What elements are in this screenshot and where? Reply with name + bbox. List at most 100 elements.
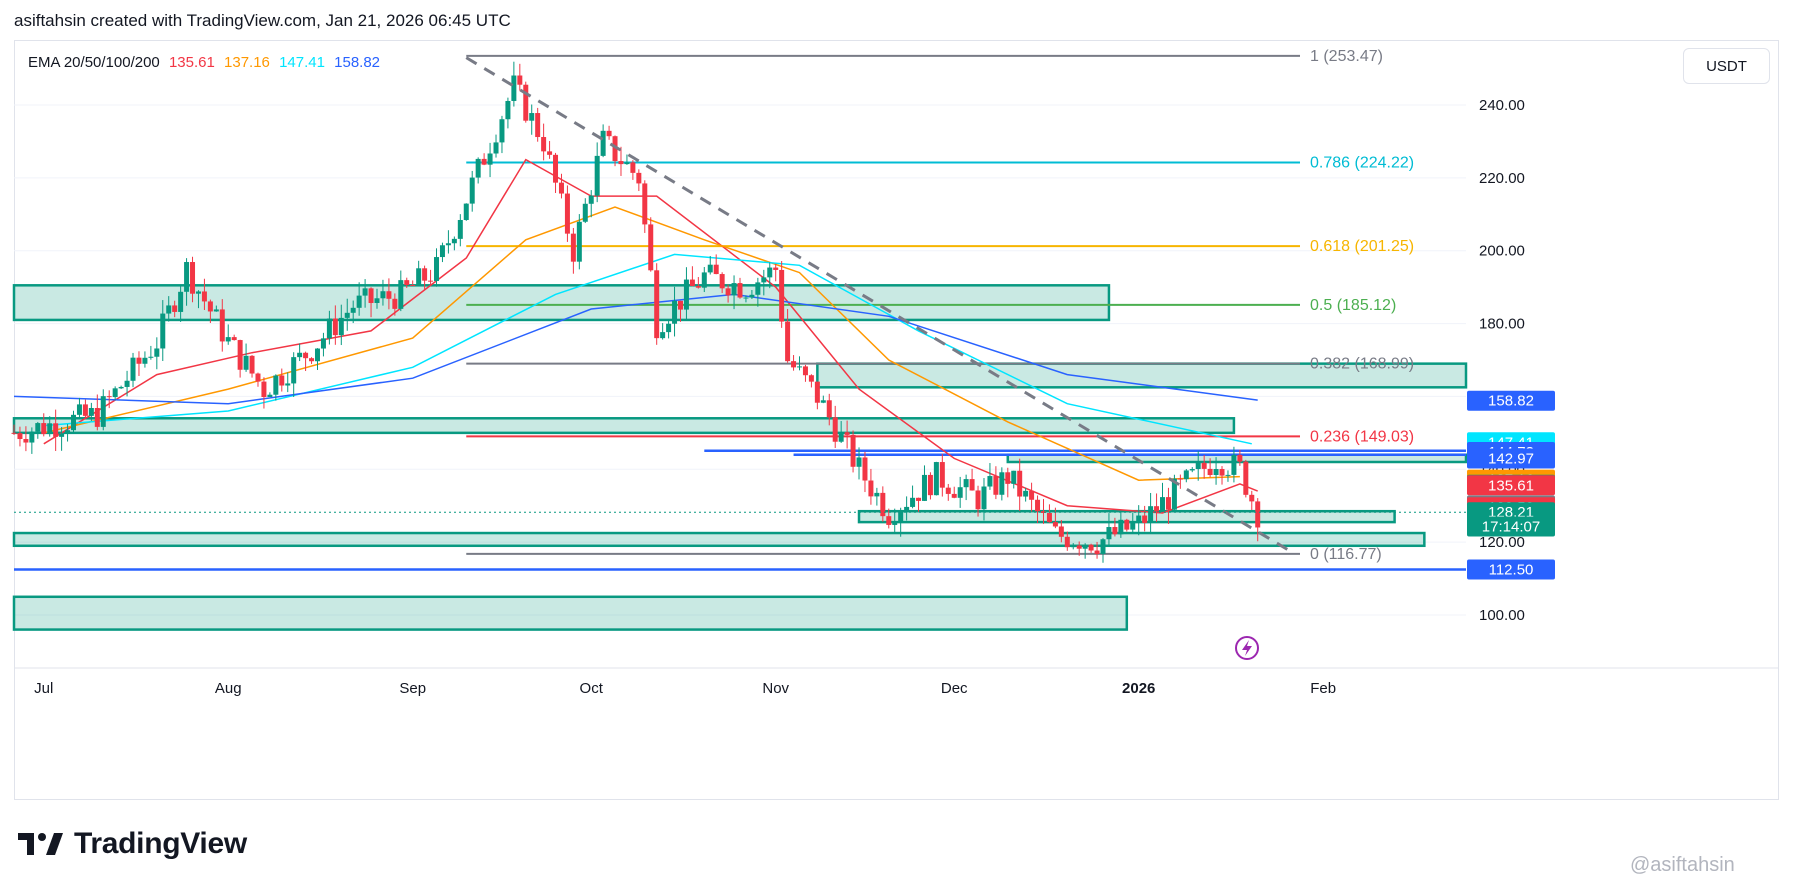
candle-body [910, 497, 916, 507]
candle-body [1243, 461, 1249, 495]
candle [94, 394, 100, 431]
candle-body [945, 487, 951, 494]
candle-body [213, 309, 219, 312]
candle [642, 180, 648, 233]
candle [677, 300, 683, 322]
candle-body [439, 245, 445, 258]
price-tag-text: 142.97 [1488, 450, 1534, 467]
candle-body [1201, 462, 1207, 469]
candle-body [445, 243, 451, 246]
candle-body [951, 493, 957, 498]
candle [570, 227, 576, 274]
fib-level-label: 0.618 (201.25) [1310, 238, 1414, 255]
fib-level-label: 1 (253.47) [1310, 48, 1383, 65]
candle-body [368, 288, 374, 303]
candle [71, 410, 77, 433]
candle-body [880, 492, 886, 517]
candle-body [201, 291, 207, 302]
candle [535, 107, 541, 142]
candle [184, 258, 190, 306]
candle-body [279, 375, 285, 386]
candle-body [737, 283, 743, 298]
candle-body [820, 400, 826, 403]
candle-body [463, 203, 469, 220]
candle-body [826, 400, 832, 418]
candle [916, 497, 922, 512]
price-tag: 135.61 [1467, 475, 1555, 496]
candle-body [624, 162, 630, 165]
candle-body [285, 383, 291, 386]
candle [1142, 505, 1148, 532]
candle-body [939, 462, 945, 488]
candle-body [517, 75, 523, 85]
candle [285, 372, 291, 393]
candle [142, 351, 148, 368]
candle [434, 248, 440, 287]
candle [106, 390, 112, 409]
candle [1237, 449, 1243, 466]
candle-body [791, 361, 797, 368]
candle-body [11, 432, 17, 434]
candle-body [499, 119, 505, 143]
price-tag-bg [1467, 516, 1555, 537]
ema-legend[interactable]: EMA 20/50/100/200 135.61 137.16 147.41 1… [28, 54, 385, 71]
candle [267, 392, 273, 398]
candle-body [59, 433, 65, 437]
candle [29, 427, 35, 454]
candle [362, 279, 368, 308]
candle-body [475, 158, 481, 178]
candle-body [814, 381, 820, 403]
candle-body [1100, 539, 1106, 554]
candle-body [243, 355, 249, 370]
candle [1124, 518, 1130, 532]
candle [1094, 541, 1100, 559]
candle-body [689, 279, 695, 287]
candle-body [291, 357, 297, 384]
candle-body [1023, 490, 1029, 497]
candle [481, 153, 487, 166]
candle-body [356, 295, 362, 308]
candle-body [1005, 472, 1011, 484]
candle-body [76, 404, 82, 415]
candle [910, 485, 916, 509]
candle [1213, 457, 1219, 485]
candle-body [541, 137, 547, 152]
candle [178, 286, 184, 322]
candle-body [17, 433, 23, 440]
candle [1249, 490, 1255, 511]
candle [767, 262, 773, 289]
candle-body [1189, 469, 1195, 471]
price-tag-bg [1467, 475, 1555, 496]
candle [624, 154, 630, 165]
author-watermark: @asiftahsin [1630, 854, 1735, 876]
candle [666, 319, 672, 339]
candle-body [606, 130, 612, 137]
currency-button[interactable]: USDT [1683, 48, 1770, 84]
candle [1219, 466, 1225, 485]
candle-body [1058, 526, 1064, 537]
candle-body [856, 457, 862, 467]
candle [172, 300, 178, 318]
candle-body [1154, 506, 1160, 512]
candle [1148, 492, 1154, 534]
candle-body [398, 280, 404, 309]
candle-body [1046, 512, 1052, 523]
candle [261, 377, 267, 409]
candle [892, 508, 898, 535]
y-tick-label: 220.00 [1479, 170, 1525, 187]
candle [11, 424, 17, 435]
candle [927, 472, 933, 500]
candle-body [672, 300, 678, 324]
candle [82, 399, 88, 419]
candle [826, 393, 832, 426]
candle [350, 300, 356, 324]
candle-body [1255, 501, 1261, 528]
candle [880, 486, 886, 522]
candle [761, 269, 767, 296]
candle-body [1136, 515, 1142, 523]
candle [1100, 538, 1106, 563]
candle-body [380, 291, 386, 299]
candle [779, 260, 785, 328]
candle [618, 146, 624, 176]
